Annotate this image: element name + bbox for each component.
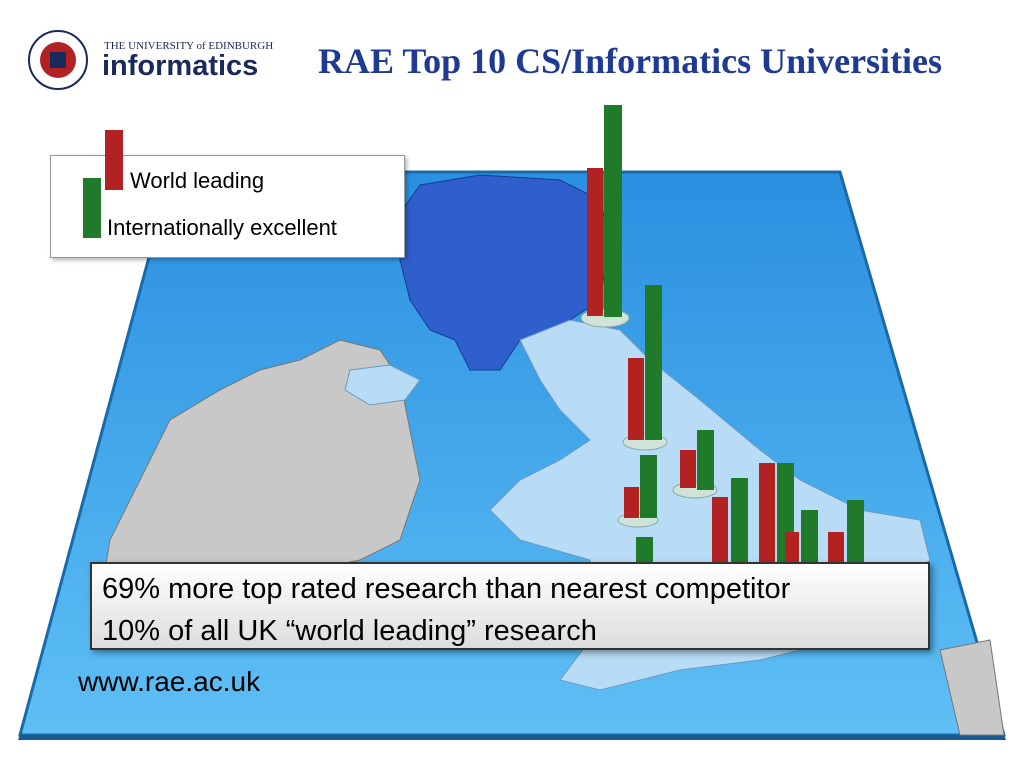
legend-swatches (83, 130, 123, 238)
unit-name: informatics (102, 50, 259, 82)
northern-ireland (344, 364, 421, 406)
legend-swatch (105, 130, 123, 190)
callout-line: 10% of all UK “world leading” research (102, 615, 597, 647)
title: RAE Top 10 CS/Informatics Universities (318, 41, 943, 81)
map-edge (18, 735, 1006, 740)
university-name: THE UNIVERSITY of EDINBURGH (104, 40, 274, 52)
crest (28, 30, 88, 90)
france (939, 639, 1005, 736)
bars (580, 105, 864, 562)
source-url: www.rae.ac.uk (78, 666, 261, 697)
legend-swatch (83, 178, 101, 238)
legend-label: World leading (130, 168, 265, 193)
scotland (394, 174, 611, 371)
legend-label: Internationally excellent (107, 215, 337, 240)
callout: 69% more top rated research than nearest… (90, 562, 930, 650)
callout-line: 69% more top rated research than nearest… (102, 573, 791, 605)
